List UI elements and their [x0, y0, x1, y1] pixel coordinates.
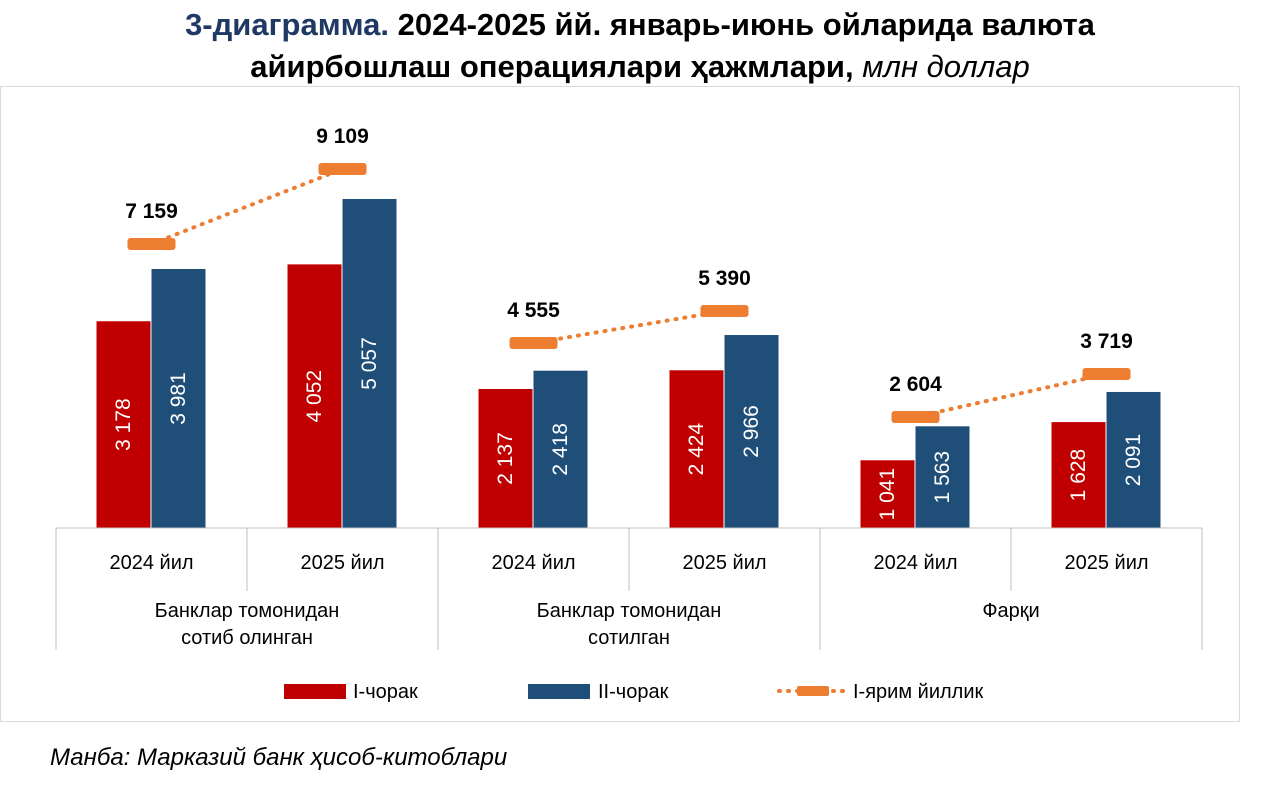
- title-line-2: айирбошлаш операциялари ҳажмлари, млн до…: [0, 46, 1280, 88]
- bar-q2-bought-0: [151, 269, 206, 528]
- label-q2-diff-1: 2 091: [1122, 434, 1145, 487]
- bar-q2-diff-0: [915, 426, 970, 528]
- half-marker-bought-0: [127, 238, 176, 250]
- year-label-diff-1: 2025 йил: [1064, 552, 1148, 574]
- half-marker-sold-0: [509, 337, 558, 349]
- label-q2-sold-1: 2 966: [740, 405, 763, 458]
- title-number: 3-диаграмма.: [185, 7, 389, 42]
- half-marker-sold-1: [700, 305, 749, 317]
- group-label-sold-0: Банклар томонидан: [537, 600, 722, 622]
- label-q2-bought-0: 3 981: [167, 372, 190, 425]
- half-line-sold: [531, 309, 727, 345]
- bar-q1-bought-0: [96, 321, 151, 528]
- bar-q1-diff-1: [1051, 422, 1106, 528]
- half-line-bought: [149, 167, 345, 246]
- half-marker-diff-0: [891, 411, 940, 423]
- label-q1-bought-1: 4 052: [303, 370, 326, 423]
- bar-q2-sold-0: [533, 370, 588, 528]
- half-label-sold-0: 4 555: [507, 299, 560, 322]
- legend-marker-half: [797, 686, 829, 696]
- half-line-diff: [913, 372, 1109, 419]
- bar-q2-bought-1: [342, 199, 397, 528]
- label-q1-bought-0: 3 178: [112, 398, 135, 451]
- title-line-1: 3-диаграмма. 2024-2025 йй. январь-июнь о…: [0, 4, 1280, 46]
- half-label-diff-1: 3 719: [1080, 330, 1133, 353]
- bar-q2-diff-1: [1106, 391, 1161, 528]
- year-label-bought-0: 2024 йил: [109, 552, 193, 574]
- title-unit: млн доллар: [853, 49, 1030, 84]
- bar-q2-sold-1: [724, 335, 779, 528]
- label-q1-diff-1: 1 628: [1067, 449, 1090, 502]
- year-label-diff-0: 2024 йил: [873, 552, 957, 574]
- legend-swatch-q2: [528, 684, 590, 699]
- bar-q1-diff-0: [860, 460, 915, 528]
- group-label-bought-0: Банклар томонидан: [155, 600, 340, 622]
- half-label-bought-0: 7 159: [125, 200, 178, 223]
- bar-q1-bought-1: [287, 264, 342, 528]
- label-q2-bought-1: 5 057: [358, 337, 381, 390]
- chart-title: 3-диаграмма. 2024-2025 йй. январь-июнь о…: [0, 4, 1280, 88]
- year-label-sold-1: 2025 йил: [682, 552, 766, 574]
- title-text-1: 2024-2025 йй. январь-июнь ойларида валют…: [389, 7, 1095, 42]
- source-note: Манба: Марказий банк ҳисоб-китоблари: [50, 744, 508, 771]
- label-q1-sold-1: 2 424: [685, 423, 708, 476]
- half-marker-diff-1: [1082, 368, 1131, 380]
- legend-label-half: I-ярим йиллик: [853, 681, 984, 703]
- group-label-bought-1: сотиб олинган: [181, 627, 313, 649]
- group-label-diff-0: Фарқи: [982, 600, 1039, 622]
- year-label-sold-0: 2024 йил: [491, 552, 575, 574]
- label-q1-diff-0: 1 041: [876, 468, 899, 521]
- half-marker-bought-1: [318, 163, 367, 175]
- legend-label-q2: II-чорак: [598, 681, 669, 703]
- bar-q1-sold-0: [478, 388, 533, 528]
- title-text-2: айирбошлаш операциялари ҳажмлари,: [250, 49, 854, 84]
- chart-svg: 3 178 3 981 4 052 5 057 2 137 2 418 2 424 2 966…: [55, 125, 1203, 703]
- legend-swatch-q1: [284, 684, 346, 699]
- bar-q1-sold-1: [669, 370, 724, 528]
- half-label-diff-0: 2 604: [889, 373, 942, 396]
- half-label-sold-1: 5 390: [698, 267, 751, 290]
- group-label-sold-1: сотилган: [588, 627, 670, 649]
- year-label-bought-1: 2025 йил: [300, 552, 384, 574]
- chart-frame: 3 178 3 981 4 052 5 057 2 137 2 418 2 424 2 966…: [0, 86, 1240, 722]
- label-q2-sold-0: 2 418: [549, 423, 572, 476]
- label-q1-sold-0: 2 137: [494, 432, 517, 485]
- legend-label-q1: I-чорак: [353, 681, 418, 703]
- label-q2-diff-0: 1 563: [931, 451, 954, 504]
- half-label-bought-1: 9 109: [316, 125, 369, 148]
